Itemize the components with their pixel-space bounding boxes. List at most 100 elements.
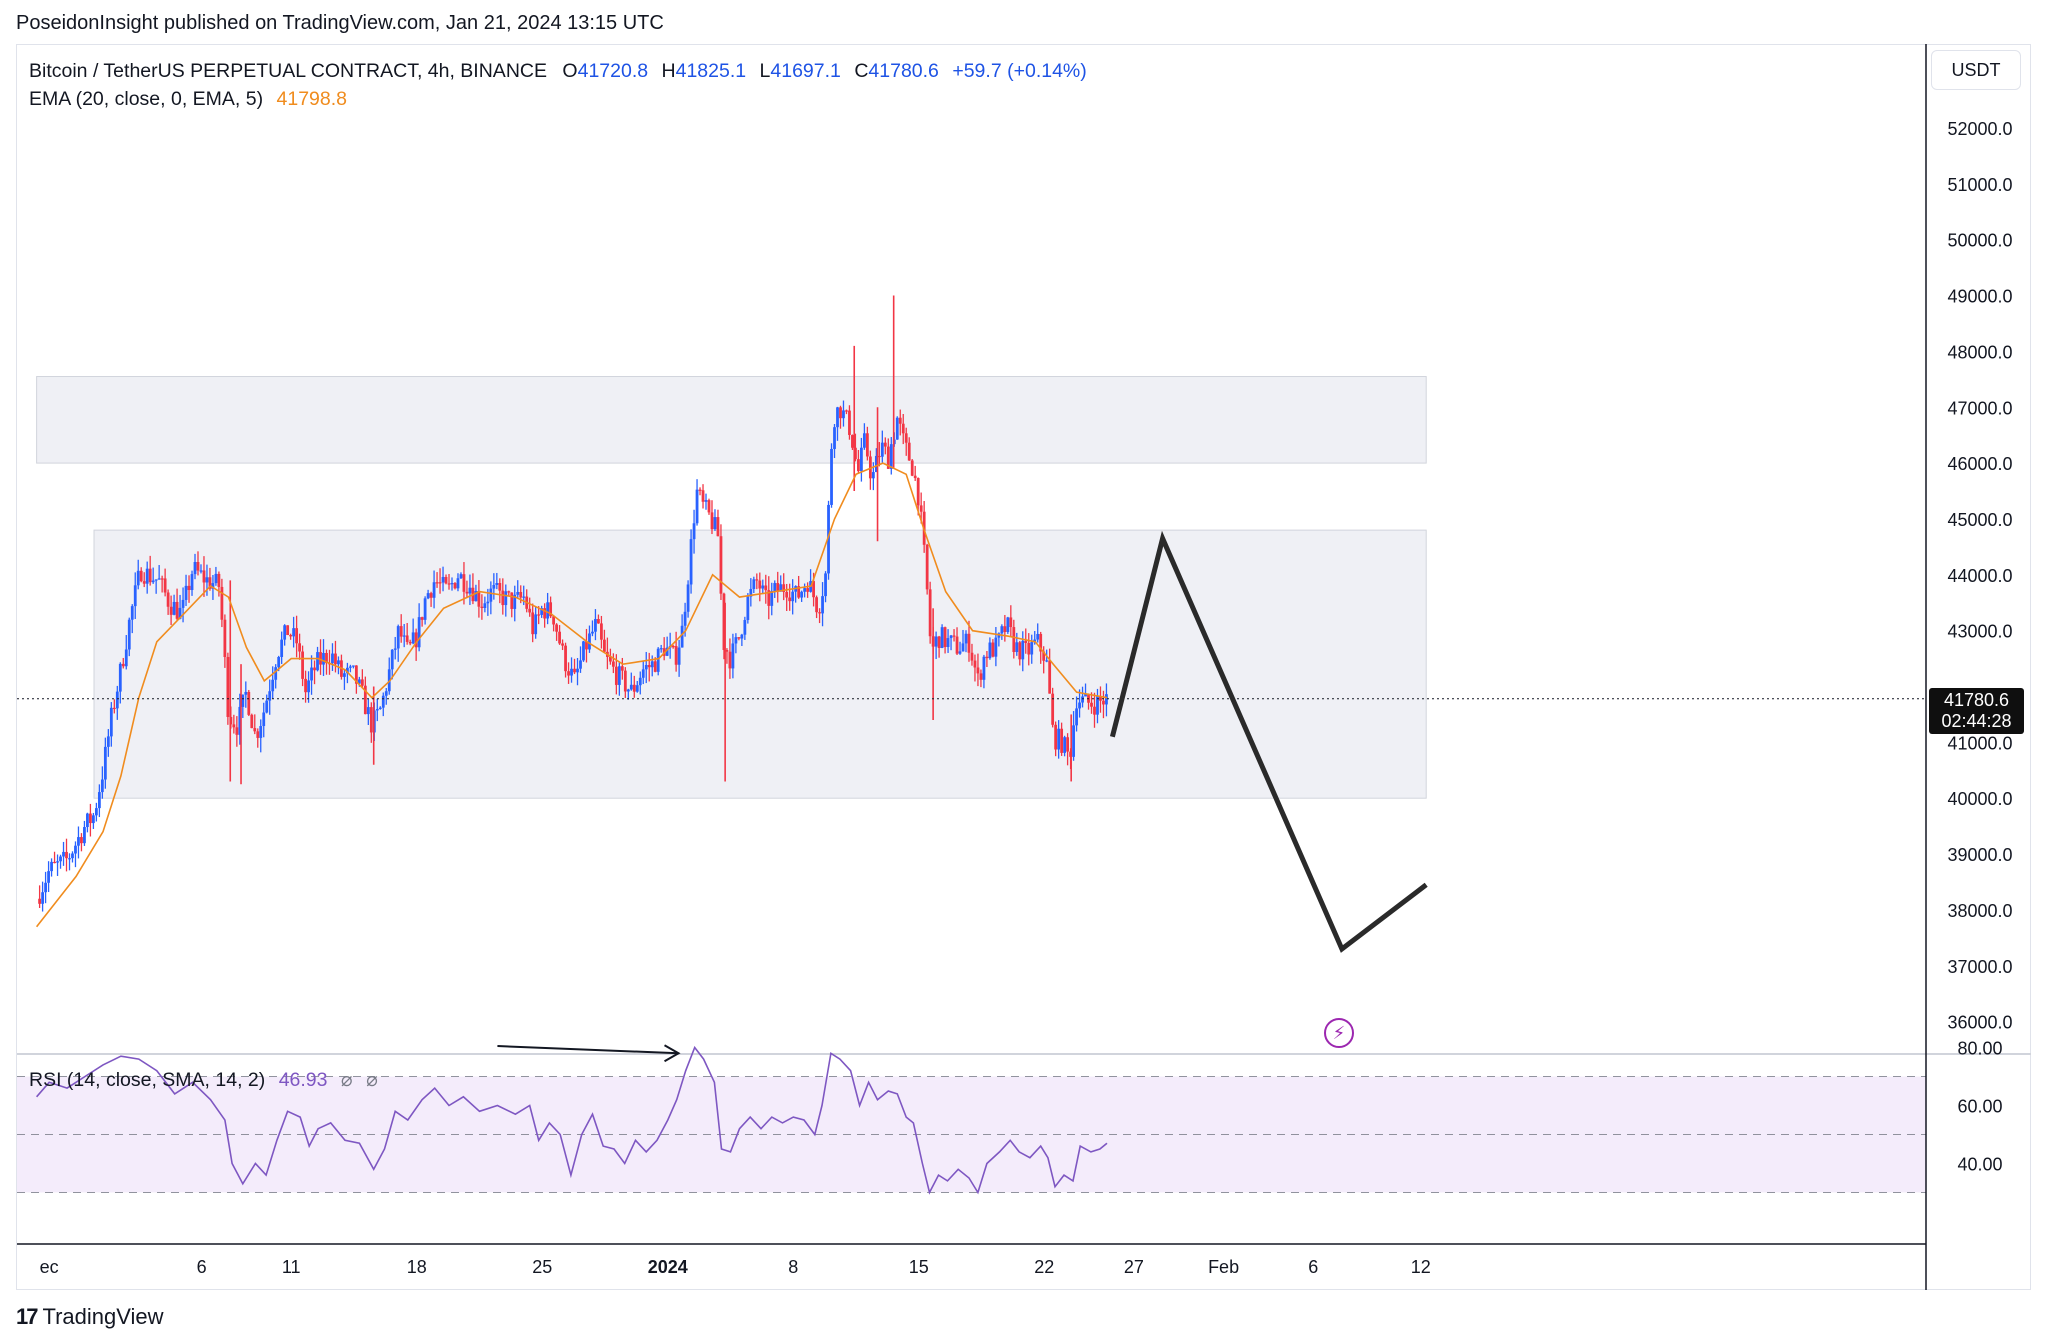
candle-body [594, 618, 597, 632]
candle-body [145, 568, 149, 584]
candle-body [603, 639, 606, 652]
candle-body [106, 736, 110, 747]
candle-body [629, 684, 633, 690]
candle-body [833, 427, 836, 449]
candle-body [136, 570, 140, 586]
candle-body [411, 632, 415, 644]
open-value: 41720.8 [577, 60, 649, 82]
ema-value: 41798.8 [276, 88, 348, 110]
candle-body [381, 695, 385, 708]
candle-body [761, 585, 765, 589]
candle-body [848, 410, 851, 435]
candle-body [465, 591, 469, 594]
candle-body [429, 593, 433, 598]
candle-body [871, 472, 875, 479]
candle-body [746, 596, 750, 621]
zones-layer [36, 376, 1427, 799]
ema-label[interactable]: EMA (20, close, 0, EMA, 5) [29, 88, 264, 110]
candle-body [41, 892, 45, 904]
rsi-label[interactable]: RSI (14, close, SMA, 14, 2) [29, 1069, 266, 1091]
candle-body [501, 590, 505, 606]
candle-body [934, 636, 938, 647]
currency-selector[interactable]: USDT [1931, 50, 2021, 90]
lightning-icon[interactable]: ⚡ [1324, 1018, 1354, 1048]
time-tick-label: 11 [282, 1257, 301, 1277]
candle-body [402, 635, 406, 637]
divergence-arrow-head [664, 1044, 681, 1063]
candle-body [97, 792, 101, 809]
rsi-legend: RSI (14, close, SMA, 14, 2) 46.93 ⌀ ⌀ [29, 1068, 378, 1092]
candle-body [223, 619, 227, 658]
candle-body [632, 684, 636, 692]
candle-body [366, 707, 370, 715]
candle-body [115, 691, 119, 709]
candle-body [988, 642, 992, 659]
candle-body [202, 570, 206, 583]
candle-body [238, 706, 242, 735]
candle-body [142, 581, 146, 584]
candle-body [47, 871, 50, 883]
candle-body [139, 570, 143, 582]
candle-body [821, 596, 824, 614]
candle-body [555, 624, 558, 632]
candle-body [253, 728, 257, 732]
candle-body [874, 455, 878, 473]
candle-body [1036, 633, 1040, 640]
candle-body [265, 700, 269, 713]
candle-body [157, 578, 161, 580]
candle-body [363, 685, 367, 715]
candle-body [1105, 694, 1108, 705]
low-value: 41697.1 [770, 60, 841, 82]
candle-body [214, 573, 218, 584]
candle-body [540, 608, 544, 615]
candle-body [1015, 642, 1019, 653]
candle-body [510, 592, 514, 609]
candle-body [764, 585, 768, 591]
candle-body [1072, 725, 1075, 757]
tradingview-logo[interactable]: 17 TradingView [16, 1302, 164, 1332]
rsi-line [35, 1045, 1108, 1195]
candle-body [976, 667, 980, 674]
candle-body [638, 677, 642, 686]
candle-body [710, 512, 714, 530]
candle-body [325, 652, 328, 664]
candle-body [824, 573, 827, 597]
candle-body [961, 643, 965, 652]
candle-body [38, 898, 42, 904]
candle-body [346, 667, 349, 674]
candle-body [130, 606, 134, 620]
symbol-title[interactable]: Bitcoin / TetherUS PERPETUAL CONTRACT, 4… [29, 60, 547, 82]
candle-body [561, 643, 564, 646]
rsi-tick-label: 60.00 [1957, 1097, 2002, 1117]
candle-body [1084, 694, 1087, 697]
candle-body [313, 667, 316, 671]
candle-body [220, 586, 224, 620]
candle-body [755, 579, 759, 581]
price-tick-label: 51000.0 [1947, 175, 2012, 195]
candle-body [417, 617, 421, 648]
candle-body [244, 691, 248, 695]
chart-frame [16, 44, 2031, 1290]
candle-body [1042, 651, 1046, 661]
candle-body [567, 671, 570, 676]
candle-body [423, 598, 427, 620]
candle-body [1021, 640, 1025, 660]
candle-body [537, 614, 541, 616]
candle-body [815, 597, 818, 613]
candle-body [438, 582, 442, 584]
candle-body [304, 678, 307, 693]
candle-body [322, 652, 325, 665]
candle-body [65, 851, 68, 859]
candle-body [898, 417, 902, 424]
candle-body [842, 410, 845, 419]
candle-body [803, 588, 807, 592]
candle-body [913, 475, 917, 479]
candle-body [704, 500, 708, 502]
candle-body [650, 661, 654, 668]
candle-body [56, 861, 59, 863]
candle-body [597, 618, 600, 624]
candle-body [262, 712, 266, 727]
candle-body [1024, 640, 1028, 644]
candle-body [531, 612, 535, 635]
